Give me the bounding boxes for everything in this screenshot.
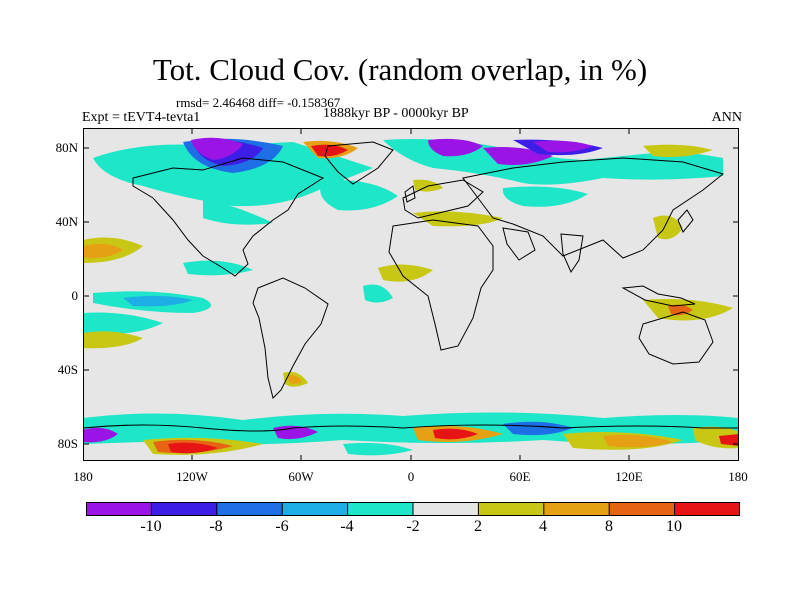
coastline-south-america — [252, 277, 329, 399]
coastline-arabia — [502, 227, 536, 261]
anomaly-region — [643, 144, 713, 158]
anomaly-region — [83, 312, 163, 335]
anomaly-region — [93, 142, 373, 207]
anomaly-region — [311, 144, 348, 157]
coastline-uk — [404, 185, 416, 203]
lon-label-180e: 180 — [728, 469, 748, 484]
coastline-africa — [388, 219, 494, 351]
coastline-north-america — [132, 157, 325, 277]
anomaly-region — [83, 331, 143, 349]
anomaly-region — [533, 140, 593, 153]
anomaly-region — [191, 137, 243, 160]
colorbar — [86, 502, 740, 516]
anomaly-region — [363, 284, 393, 303]
coastline-asia — [462, 157, 725, 259]
coastline-indonesia — [621, 285, 696, 307]
coastline-japan — [677, 209, 694, 233]
coastlines — [83, 141, 739, 432]
colorbar-label: 2 — [474, 518, 482, 535]
anomaly-region — [183, 260, 253, 276]
lat-label-80s: 80S — [57, 436, 78, 451]
colorbar-label: -8 — [209, 518, 223, 535]
colorbar-segment — [216, 502, 283, 516]
plot-title: Tot. Cloud Cov. (random overlap, in %) — [152, 52, 648, 87]
colorbar-label: -6 — [275, 518, 289, 535]
anomaly-region — [203, 198, 273, 225]
anomaly-region — [502, 186, 588, 207]
season-label: ANN — [711, 110, 742, 125]
lon-label-120w: 120W — [176, 469, 208, 484]
coastline-australia — [638, 311, 714, 365]
anomaly-region — [433, 428, 478, 440]
colorbar-label: 4 — [539, 518, 547, 535]
colorbar-label: -2 — [406, 518, 420, 535]
coastline-europe — [402, 179, 484, 219]
colorbar-label: -4 — [340, 518, 354, 535]
colorbar-segment — [282, 502, 348, 516]
lat-label-80n: 80N — [55, 140, 78, 155]
lat-label-40n: 40N — [55, 214, 78, 229]
rmsd-diff-stats: rmsd= 2.46468 diff= -0.158367 — [176, 95, 341, 110]
anomaly-region — [413, 211, 503, 227]
colorbar-segment — [478, 502, 544, 516]
colorbar-label: 10 — [666, 518, 682, 535]
colorbar-segment — [543, 502, 610, 516]
anomaly-region — [668, 304, 693, 316]
anomaly-region — [168, 442, 218, 454]
anomaly-region — [83, 427, 118, 443]
lon-label-60e: 60E — [509, 469, 531, 484]
colorbar-label: 8 — [605, 518, 613, 535]
coastline-india — [560, 233, 584, 274]
experiment-label: Expt = tEVT4-tevta1 — [82, 110, 201, 125]
anomaly-region — [503, 421, 573, 436]
colorbar-segment — [151, 502, 217, 516]
lon-label-60w: 60W — [288, 469, 314, 484]
lon-label-180w: 180 — [73, 469, 93, 484]
anomaly-region — [653, 215, 683, 240]
anomaly-region — [343, 442, 413, 456]
period-label: 1888kyr BP - 0000kyr BP — [323, 106, 469, 121]
anomaly-region — [123, 295, 193, 307]
axis-ticks — [83, 128, 739, 461]
anomaly-region — [320, 179, 398, 211]
lat-label-equator: 0 — [71, 288, 79, 303]
colorbar-segment — [674, 502, 740, 516]
colorbar-segment — [413, 502, 479, 516]
lat-label-40s: 40S — [57, 362, 78, 377]
anomaly-fields — [83, 137, 739, 456]
coastline-greenland — [324, 141, 394, 185]
anomaly-region — [83, 243, 123, 259]
colorbar-segment — [609, 502, 675, 516]
lon-label-0: 0 — [407, 469, 415, 484]
world-map-panel — [83, 128, 739, 461]
colorbar-segment — [347, 502, 413, 516]
anomaly-region — [603, 434, 673, 448]
anomaly-region — [288, 375, 302, 384]
lon-label-120e: 120E — [615, 469, 643, 484]
colorbar-label: -10 — [140, 518, 162, 535]
coastline-antarctica — [83, 424, 739, 432]
anomaly-region — [719, 434, 739, 446]
anomaly-region — [378, 264, 433, 282]
anomaly-region — [428, 138, 483, 157]
colorbar-segment — [86, 502, 152, 516]
